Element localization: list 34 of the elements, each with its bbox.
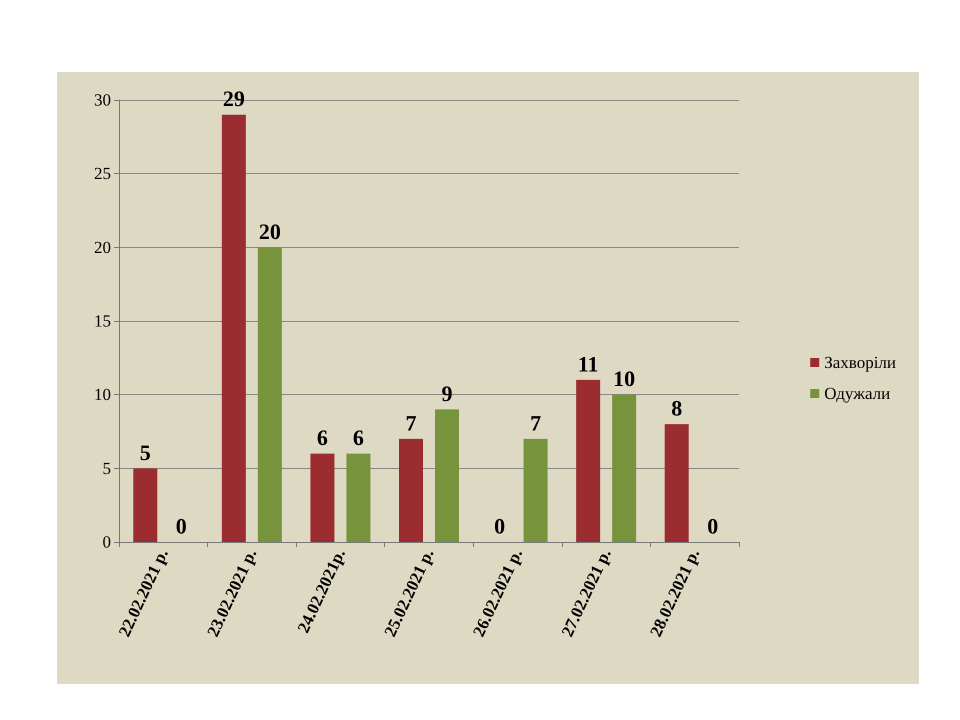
data-label: 11: [578, 351, 599, 376]
data-label: 0: [707, 514, 718, 538]
data-label: 6: [352, 425, 364, 450]
bar: [258, 247, 282, 542]
data-label: 20: [258, 218, 281, 244]
bar: [435, 409, 459, 542]
bar: [346, 454, 370, 542]
bar: [576, 380, 600, 542]
bar: [524, 438, 548, 542]
data-label: 0: [494, 514, 506, 538]
data-label: 7: [406, 410, 416, 436]
bar: [612, 394, 636, 542]
data-label: 8: [671, 396, 682, 421]
bar: [133, 468, 158, 542]
y-tick-label: 0: [102, 532, 111, 552]
bar: [664, 424, 689, 542]
data-label: 6: [316, 425, 328, 450]
y-tick-label: 15: [94, 312, 111, 330]
y-tick-label: 20: [94, 238, 111, 257]
bar: [399, 438, 423, 542]
data-label: 10: [613, 366, 636, 392]
legend-label: Одужали: [824, 384, 890, 403]
data-label: 0: [176, 514, 187, 538]
legend-label: Захворіли: [824, 353, 896, 372]
y-tick-label: 10: [94, 385, 111, 404]
y-tick-label: 25: [94, 164, 111, 184]
bar: [310, 454, 334, 542]
data-label: 7: [530, 410, 542, 436]
y-tick-label: 5: [102, 458, 111, 478]
bar: [222, 114, 246, 542]
data-label: 9: [442, 380, 452, 406]
data-label: 29: [222, 86, 245, 112]
data-label: 5: [140, 440, 151, 465]
y-tick-label: 30: [94, 90, 111, 110]
